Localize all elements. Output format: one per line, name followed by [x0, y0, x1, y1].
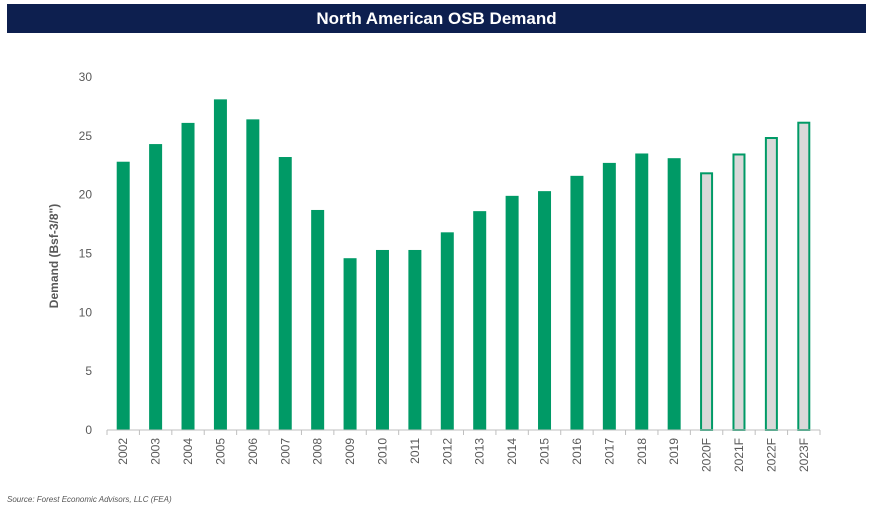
bar [375, 249, 389, 430]
y-axis: 0 5 10 15 20 25 30 [79, 70, 93, 437]
bar [278, 157, 292, 430]
x-tick-label: 2022F [764, 438, 778, 472]
x-tick-label: 2015 [538, 438, 552, 465]
y-axis-title: Demand (Bsf-3/8") [47, 204, 61, 308]
forecast-bar [732, 153, 746, 431]
bar [246, 119, 260, 431]
x-tick-label: 2010 [375, 438, 389, 465]
bar [505, 195, 519, 430]
x-tick-label: 2005 [213, 438, 227, 465]
x-tick-label: 2004 [181, 438, 195, 465]
x-tick-label: 2012 [440, 438, 454, 465]
x-tick-label: 2023F [797, 438, 811, 472]
x-tick-label: 2014 [505, 438, 519, 465]
bar [311, 209, 325, 430]
forecast-bar [700, 172, 714, 431]
y-tick-label: 15 [79, 247, 93, 261]
x-tick-label: 2020F [700, 438, 714, 472]
source-note: Source: Forest Economic Advisors, LLC (F… [7, 495, 172, 504]
chart-title-bar: North American OSB Demand [7, 4, 866, 33]
bar [343, 258, 357, 430]
bar [213, 99, 227, 431]
x-tick-label: 2018 [635, 438, 649, 465]
y-tick-label: 0 [85, 423, 92, 437]
bars [116, 99, 811, 431]
forecast-bar [764, 137, 778, 431]
bar [408, 249, 422, 430]
x-tick-label: 2019 [667, 438, 681, 465]
x-tick-label: 2011 [408, 438, 422, 464]
bar [181, 122, 195, 430]
y-tick-label: 25 [79, 129, 93, 143]
y-tick-label: 20 [79, 188, 93, 202]
y-tick-label: 30 [79, 70, 93, 84]
x-tick-label: 2007 [278, 438, 292, 465]
x-tick-label: 2013 [473, 438, 487, 465]
x-tick-label: 2006 [246, 438, 260, 465]
y-tick-label: 10 [79, 305, 93, 319]
x-tick-label: 2009 [343, 438, 357, 465]
x-tick-label: 2008 [311, 438, 325, 465]
bar [667, 158, 681, 430]
bar [440, 232, 454, 430]
x-tick-label: 2017 [602, 438, 616, 465]
x-tick-label: 2002 [116, 438, 130, 465]
bar [570, 175, 584, 430]
bar [602, 162, 616, 430]
x-axis: 2002 2003 2004 2005 2006 2007 2008 2009 2010 2011… [106, 429, 821, 472]
forecast-bar [797, 121, 811, 431]
bar [116, 161, 130, 430]
x-tick-label: 2003 [149, 438, 163, 465]
y-tick-label: 5 [85, 364, 92, 378]
chart-title: North American OSB Demand [316, 8, 557, 28]
bar [149, 144, 163, 430]
x-tick-label: 2016 [570, 438, 584, 465]
bar [635, 153, 649, 430]
bar [473, 211, 487, 430]
bar [538, 191, 552, 430]
x-tick-label: 2021F [732, 438, 746, 472]
